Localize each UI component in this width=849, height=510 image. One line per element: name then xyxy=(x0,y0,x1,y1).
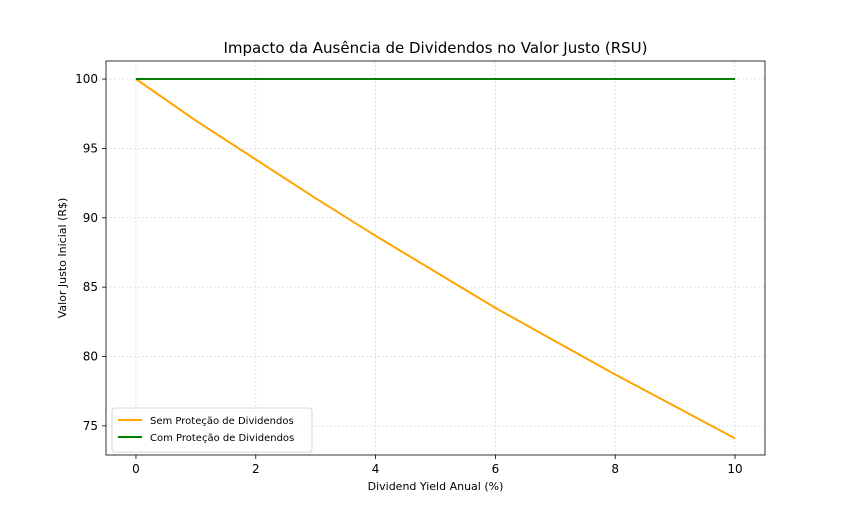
y-tick-label: 80 xyxy=(83,350,98,364)
plot-frame xyxy=(105,60,766,456)
x-tick-label: 2 xyxy=(252,462,260,476)
y-axis-label: Valor Justo Inicial (R$) xyxy=(56,198,69,319)
series-layer xyxy=(135,78,736,440)
y-tick-label: 75 xyxy=(83,419,98,433)
y-tick-label: 100 xyxy=(75,72,98,86)
legend-box xyxy=(111,407,313,453)
x-tick-label: 0 xyxy=(132,462,140,476)
series-line-1 xyxy=(135,78,736,440)
y-tick-label: 95 xyxy=(83,141,98,155)
y-tick-label: 85 xyxy=(83,280,98,294)
x-tick-label: 6 xyxy=(492,462,500,476)
legend-label: Sem Proteção de Dividendos xyxy=(150,416,294,427)
x-axis-label: Dividend Yield Anual (%) xyxy=(368,480,504,493)
grid xyxy=(106,61,765,455)
y-tick-label: 90 xyxy=(83,211,98,225)
legend-label: Com Proteção de Dividendos xyxy=(150,433,294,444)
chart-title: Impacto da Ausência de Dividendos no Val… xyxy=(223,39,647,57)
x-tick-label: 8 xyxy=(611,462,619,476)
ticks: 0 2 4 6 8 10 75 80 85 90 95 100 xyxy=(75,72,743,476)
legend: Sem Proteção de Dividendos Com Proteção d… xyxy=(111,407,313,453)
x-tick-label: 10 xyxy=(727,462,742,476)
x-tick-label: 4 xyxy=(372,462,380,476)
